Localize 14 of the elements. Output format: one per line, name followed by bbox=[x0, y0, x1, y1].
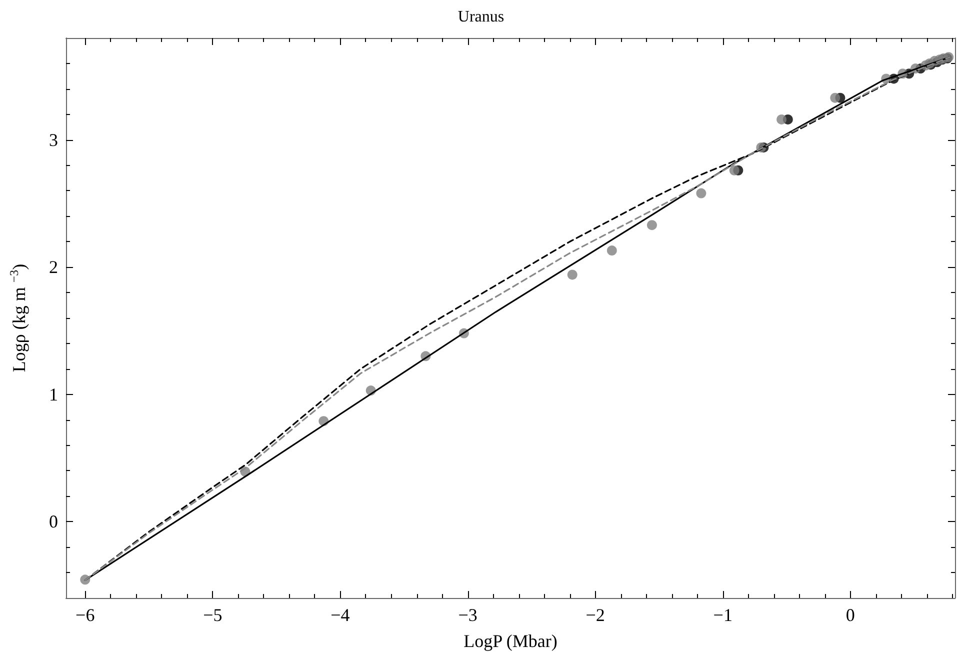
x-tick-label: −5 bbox=[203, 605, 222, 625]
x-tick-label: −1 bbox=[713, 605, 732, 625]
y-tick-label: 2 bbox=[49, 257, 58, 278]
chart-title: Uranus bbox=[458, 8, 504, 26]
y-tick-label: 1 bbox=[49, 384, 58, 404]
x-tick-label: −4 bbox=[330, 605, 350, 625]
y-axis-title: Logρ (kg m −3) bbox=[7, 264, 29, 372]
x-tick-label: −3 bbox=[458, 605, 478, 625]
x-axis-title: LogP (Mbar) bbox=[464, 631, 558, 651]
y-tick-label: 0 bbox=[49, 512, 58, 532]
x-tick-label: −6 bbox=[76, 605, 95, 625]
x-tick-label: 0 bbox=[846, 605, 855, 625]
x-tick-label: −2 bbox=[586, 605, 605, 625]
y-tick-label: 3 bbox=[49, 130, 58, 150]
